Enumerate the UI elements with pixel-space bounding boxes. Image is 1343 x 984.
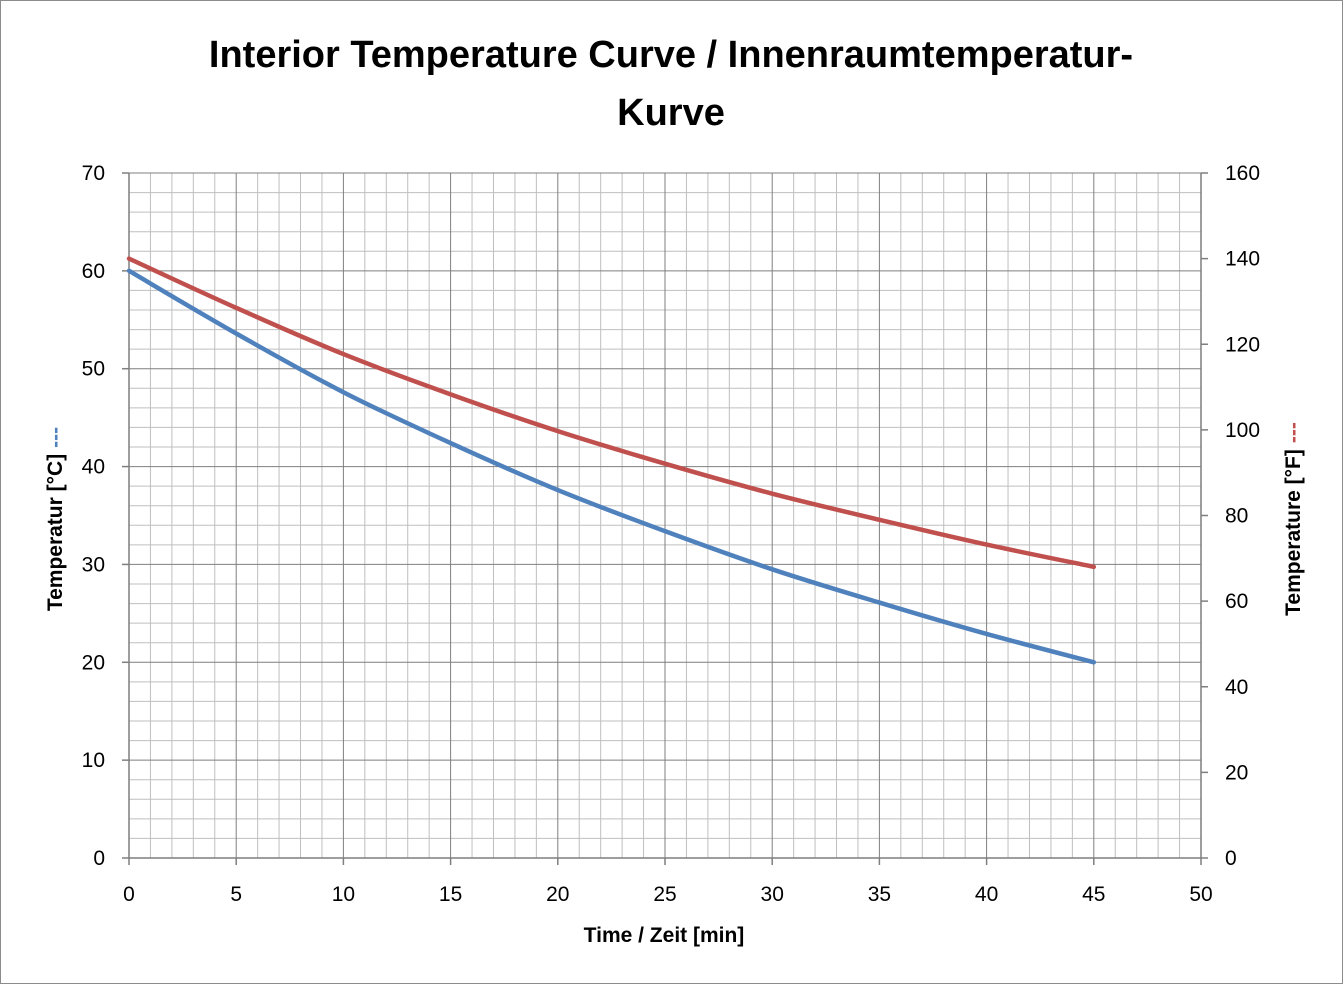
y-left-tick-label: 40 — [82, 456, 105, 479]
x-tick-label: 5 — [230, 883, 242, 906]
y-right-tick-label: 40 — [1225, 676, 1248, 699]
chart-title-line-2: Kurve — [617, 92, 725, 134]
x-tick-label: 50 — [1189, 883, 1212, 906]
x-axis-title: Time / Zeit [min] — [584, 924, 745, 947]
series-layer — [126, 256, 1097, 665]
y-left-tick-label: 0 — [93, 847, 105, 870]
x-tick-label: 40 — [975, 883, 998, 906]
y-right-tick-label: 120 — [1225, 333, 1260, 356]
x-tick-label: 35 — [868, 883, 891, 906]
x-tick-label: 30 — [761, 883, 784, 906]
y-right-tick-label: 160 — [1225, 162, 1260, 185]
y-left-tick-label: 30 — [82, 553, 105, 576]
y-left-tick-label: 20 — [82, 651, 105, 674]
x-tick-label: 15 — [439, 883, 462, 906]
x-tick-label: 20 — [546, 883, 569, 906]
chart-title-line-1: Interior Temperature Curve / Innenraumte… — [209, 34, 1133, 76]
x-tick-label: 0 — [123, 883, 135, 906]
y-left-series-marker: --- — [44, 427, 67, 448]
y-right-tick-label: 20 — [1225, 761, 1248, 784]
y-right-axis-title-text: Temperature [°F] — [1282, 449, 1305, 616]
y-right-tick-label: 0 — [1225, 847, 1237, 870]
axes — [122, 172, 1208, 865]
minor-gridlines — [129, 173, 1201, 858]
x-tick-label: 25 — [653, 883, 676, 906]
y-right-axis-title: Temperature [°F] --- — [1282, 422, 1305, 616]
y-left-tick-label: 70 — [82, 162, 105, 185]
y-right-tick-label: 100 — [1225, 419, 1260, 442]
y-right-tick-labels: 0 20 40 60 80 100 120 140 160 — [1225, 162, 1260, 870]
y-left-axis-title-text: Temperatur [°C] — [44, 454, 67, 611]
y-right-tick-label: 60 — [1225, 590, 1248, 613]
y-right-tick-label: 140 — [1225, 248, 1260, 271]
y-left-tick-labels: 0 10 20 30 40 50 60 70 — [82, 162, 105, 870]
series-line-celsius — [126, 268, 1097, 665]
series-line-fahrenheit — [126, 256, 1097, 570]
x-tick-labels: 0 5 10 15 20 25 30 35 40 45 50 — [123, 883, 1213, 906]
y-left-tick-label: 60 — [82, 260, 105, 283]
x-tick-label: 10 — [332, 883, 355, 906]
y-left-tick-label: 10 — [82, 749, 105, 772]
major-gridlines — [129, 172, 1202, 858]
y-right-tick-label: 80 — [1225, 505, 1248, 528]
y-right-series-marker: --- — [1282, 422, 1305, 443]
y-left-axis-title: Temperatur [°C] --- — [44, 427, 67, 611]
x-tick-label: 45 — [1082, 883, 1105, 906]
y-left-tick-label: 50 — [82, 358, 105, 381]
